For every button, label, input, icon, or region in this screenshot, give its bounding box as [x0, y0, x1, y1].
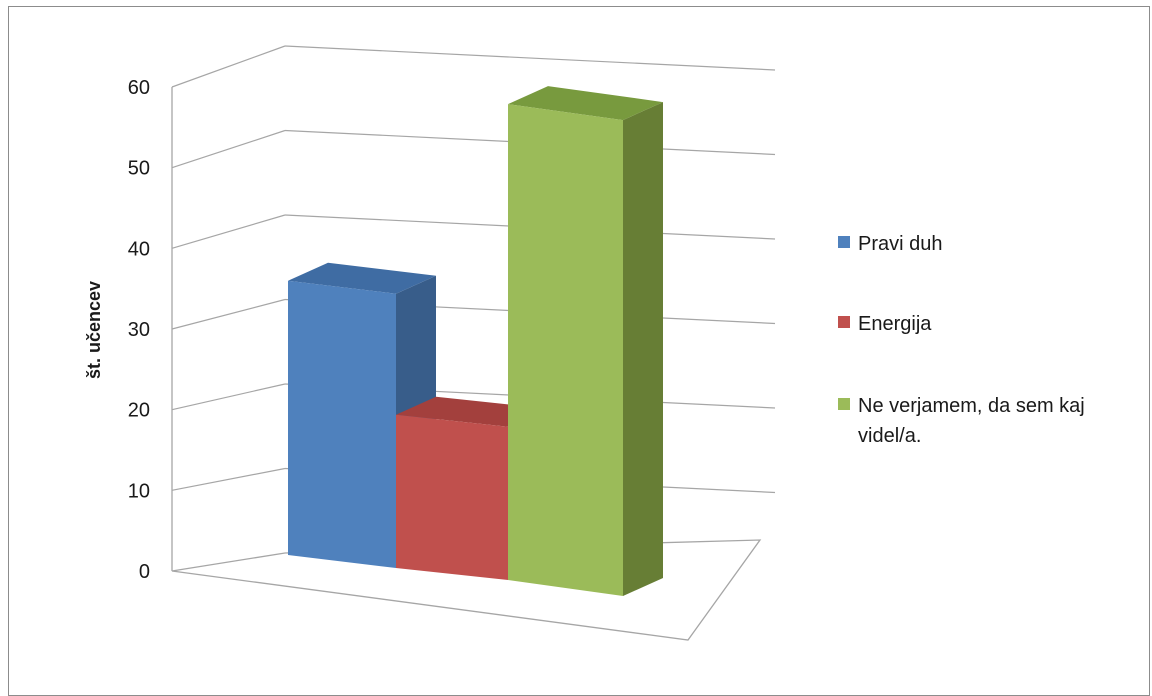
gridline-side: [171, 298, 286, 330]
legend-label: Ne verjamem, da sem kaj videl/a.: [858, 395, 1085, 447]
y-tick-label: 0: [139, 561, 150, 583]
gridline-side: [171, 129, 286, 169]
gridline-side: [171, 467, 286, 491]
bar-top: [508, 86, 663, 121]
floor-plane: [171, 539, 762, 641]
chart: 0 10 20 30 40 50 60 št. učencev Pravi duh Energ…: [84, 45, 1085, 641]
bar-front: [288, 280, 396, 568]
y-axis-ticks: 0 10 20 30 40 50 60: [128, 77, 150, 583]
gridline-side: [171, 45, 286, 88]
y-tick-label: 30: [128, 319, 150, 341]
legend-swatch: [838, 398, 850, 410]
legend-swatch: [838, 236, 850, 248]
y-tick-label: 40: [128, 238, 150, 260]
bar-top: [288, 262, 436, 294]
legend-item: Ne verjamem, da sem kaj videl/a.: [838, 395, 1085, 447]
gridline-side: [171, 214, 286, 249]
legend-label: Energija: [858, 313, 932, 335]
legend-swatch: [838, 316, 850, 328]
y-axis-title: št. učencev: [84, 281, 104, 379]
gridline-side: [171, 383, 286, 411]
y-tick-label: 60: [128, 77, 150, 99]
bar-side: [623, 102, 663, 597]
y-tick-label: 50: [128, 158, 150, 180]
bar-front: [396, 414, 508, 580]
bars: [288, 86, 663, 597]
legend-label: Pravi duh: [858, 233, 943, 255]
legend: Pravi duh Energija Ne verjamem, da sem kaj…: [838, 233, 1085, 447]
legend-item: Pravi duh: [838, 233, 943, 255]
y-tick-label: 20: [128, 400, 150, 422]
bar-front: [508, 104, 623, 597]
y-tick-label: 10: [128, 480, 150, 502]
bar: [508, 86, 663, 597]
gridline-back: [284, 45, 776, 71]
legend-item: Energija: [838, 313, 932, 335]
